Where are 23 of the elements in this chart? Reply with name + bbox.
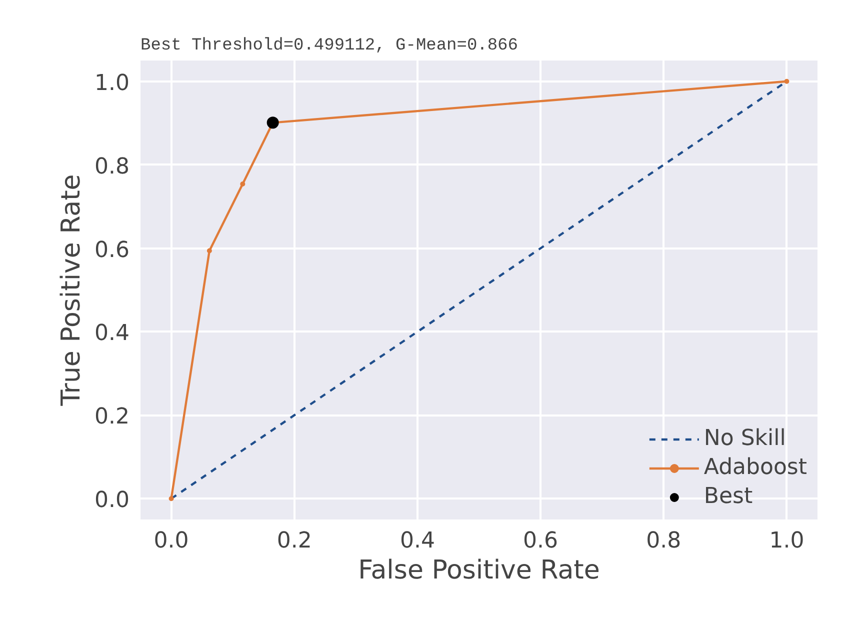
y-tick-label: 0.0 [94, 488, 130, 514]
chart-title: Best Threshold=0.499112, G-Mean=0.866 [140, 36, 518, 56]
x-tick-label: 0.8 [646, 528, 682, 554]
x-tick-label: 0.0 [154, 528, 189, 554]
y-tick-label: 0.6 [94, 238, 130, 263]
x-tick-label: 1.0 [769, 528, 804, 554]
point [168, 496, 174, 502]
y-tick-label: 0.2 [94, 404, 130, 430]
point [784, 78, 790, 84]
point [266, 116, 279, 129]
y-tick-label: 0.4 [94, 321, 130, 346]
point [206, 248, 212, 254]
legend-label: Best [704, 484, 753, 509]
point [240, 182, 246, 187]
x-tick-label: 0.4 [400, 528, 435, 554]
y-axis-title: True Positive Rate [56, 174, 87, 407]
legend-label: Adaboost [704, 455, 807, 480]
x-tick-label: 0.2 [276, 528, 312, 554]
y-tick-label: 0.8 [94, 154, 130, 180]
legend-label: No Skill [704, 426, 786, 451]
y-tick-label: 1.0 [94, 70, 130, 96]
x-axis-title: False Positive Rate [358, 556, 600, 586]
x-tick-label: 0.6 [523, 528, 558, 554]
